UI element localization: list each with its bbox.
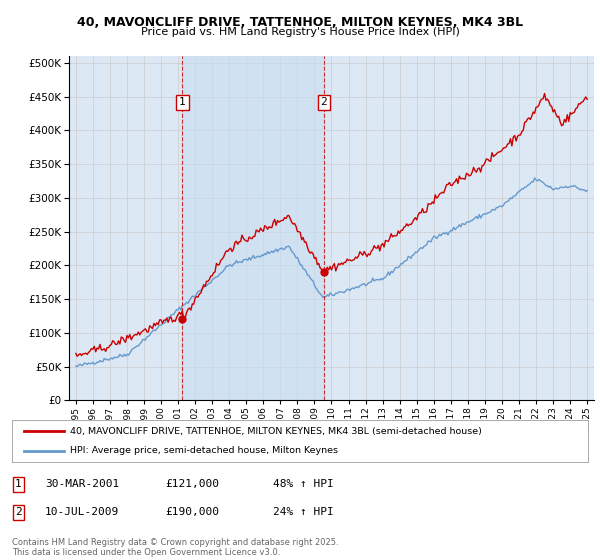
Text: 2: 2 bbox=[15, 507, 22, 517]
Text: 40, MAVONCLIFF DRIVE, TATTENHOE, MILTON KEYNES, MK4 3BL: 40, MAVONCLIFF DRIVE, TATTENHOE, MILTON … bbox=[77, 16, 523, 29]
Text: 1: 1 bbox=[179, 97, 186, 108]
Text: Contains HM Land Registry data © Crown copyright and database right 2025.
This d: Contains HM Land Registry data © Crown c… bbox=[12, 538, 338, 557]
Text: 48% ↑ HPI: 48% ↑ HPI bbox=[273, 479, 334, 489]
Text: 2: 2 bbox=[320, 97, 327, 108]
Text: £121,000: £121,000 bbox=[165, 479, 219, 489]
Text: Price paid vs. HM Land Registry's House Price Index (HPI): Price paid vs. HM Land Registry's House … bbox=[140, 27, 460, 37]
Text: HPI: Average price, semi-detached house, Milton Keynes: HPI: Average price, semi-detached house,… bbox=[70, 446, 338, 455]
Bar bbox=[182, 56, 323, 400]
Text: 40, MAVONCLIFF DRIVE, TATTENHOE, MILTON KEYNES, MK4 3BL (semi-detached house): 40, MAVONCLIFF DRIVE, TATTENHOE, MILTON … bbox=[70, 427, 481, 436]
Text: 30-MAR-2001: 30-MAR-2001 bbox=[45, 479, 119, 489]
Text: £190,000: £190,000 bbox=[165, 507, 219, 517]
Text: 1: 1 bbox=[15, 479, 22, 489]
Text: 10-JUL-2009: 10-JUL-2009 bbox=[45, 507, 119, 517]
Text: 24% ↑ HPI: 24% ↑ HPI bbox=[273, 507, 334, 517]
